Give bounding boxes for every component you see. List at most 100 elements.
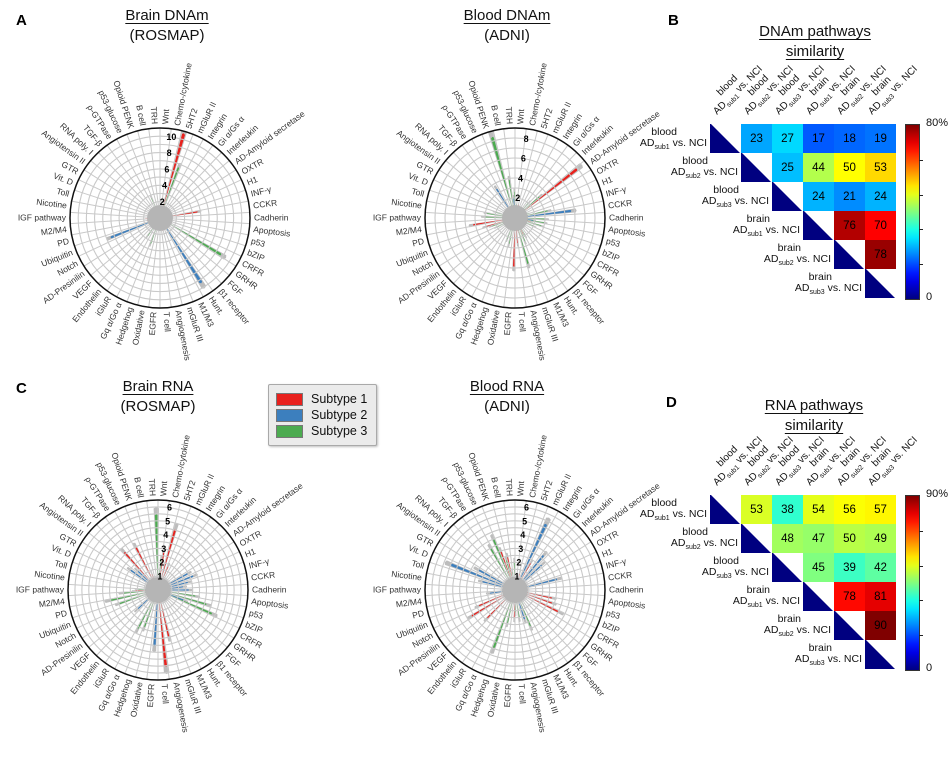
brain-dnam-title: Brain DNAm (ROSMAP): [125, 6, 208, 46]
polar-axis-tick-label: 3: [518, 544, 523, 554]
polar-grid-spoke: [171, 225, 236, 266]
polar-category-label: EGFR: [502, 683, 513, 707]
polar-category-label: H1: [245, 174, 259, 187]
polar-category-label: TRH: [504, 478, 515, 496]
polar-category-label: p53: [250, 236, 266, 249]
polar-axis-tick-label: 4: [162, 181, 167, 191]
heatmap-cell: 42: [865, 553, 896, 582]
legend-item: Subtype 2: [276, 408, 367, 422]
heatmap-label-tissue: blood: [651, 126, 677, 138]
heatmap-cell: 90: [865, 611, 896, 640]
polar-grid-spoke: [434, 552, 504, 585]
dnam-similarity-title: DNAm pathways similarity: [759, 22, 871, 62]
polar-category-label: INF-γ: [248, 556, 271, 571]
blood-dnam-title-line2: (ADNI): [464, 26, 551, 46]
legend-label: Subtype 3: [311, 424, 367, 438]
polar-category-label: EGFR: [147, 311, 158, 335]
polar-category-label: Toll: [411, 186, 426, 199]
polar-category-label: p53: [248, 608, 264, 621]
heatmap-label-tissue: brain: [747, 213, 770, 225]
heatmap-label-tissue: blood: [713, 184, 739, 196]
rna-similarity-title-line1: RNA pathways: [765, 396, 863, 416]
polar-axis-tick-label: 6: [167, 503, 172, 513]
polar-category-label: B cell: [132, 476, 146, 498]
polar-center-disc: [147, 205, 173, 231]
polar-category-label: Wnt: [160, 108, 171, 124]
polar-category-label: IGF pathway: [373, 584, 422, 594]
legend-swatch-subtype1: [276, 393, 303, 406]
heatmap-diagonal-cell: [834, 240, 865, 269]
heatmap-cell: 39: [834, 553, 865, 582]
polar-category-label: EGFR: [502, 311, 513, 335]
polar-category-label: Nicotine: [391, 197, 423, 211]
polar-category-label: IGF pathway: [18, 212, 67, 222]
heatmap-label-tissue: blood: [713, 555, 739, 567]
legend-label: Subtype 1: [311, 392, 367, 406]
polar-category-label: M2/M4: [395, 596, 422, 609]
heatmap-diagonal-cell: [772, 553, 803, 582]
polar-category-label: IGF pathway: [373, 212, 422, 222]
polar-axis-tick-label: 8: [167, 148, 172, 158]
heatmap-cell: 78: [865, 240, 896, 269]
brain-dnam-title-line2: (ROSMAP): [125, 26, 208, 46]
colorbar-tick: [919, 264, 923, 265]
polar-axis-tick-label: 1: [514, 571, 519, 581]
brain-dnam-title-line1: Brain DNAm: [125, 6, 208, 26]
heatmap-colorbar: [905, 495, 920, 671]
heatmap-cell: 23: [741, 124, 772, 153]
polar-category-label: Nicotine: [391, 569, 423, 583]
heatmap-diagonal-cell: [865, 640, 896, 669]
heatmap-cell: 45: [803, 553, 834, 582]
blood-rna-title-line2: (ADNI): [470, 397, 544, 417]
heatmap-diagonal-cell: [741, 153, 772, 182]
heatmap-diagonal-cell: [803, 582, 834, 611]
polar-category-label: B cell: [489, 104, 503, 126]
heatmap-label-tissue: brain: [809, 271, 832, 283]
polar-category-label: PD: [411, 608, 425, 621]
colorbar-min-label: 0: [926, 291, 932, 303]
polar-grid-spoke: [91, 161, 150, 210]
heatmap-label-tissue: brain: [778, 613, 801, 625]
polar-axis-tick-label: 2: [516, 558, 521, 568]
polar-category-label: TRH: [147, 478, 158, 496]
heatmap-cell: 57: [865, 495, 896, 524]
heatmap-label-tissue: blood: [682, 155, 708, 167]
colorbar-tick: [919, 635, 923, 636]
polar-category-label: H1: [243, 546, 257, 559]
polar-category-label: Toll: [56, 186, 71, 199]
polar-category-label: Toll: [411, 558, 426, 571]
polar-axis-tick-label: 6: [164, 164, 169, 174]
heatmap-cell: 44: [803, 153, 834, 182]
blood-dnam-title: Blood DNAm (ADNI): [464, 6, 551, 46]
polar-axis-tick-label: 8: [524, 134, 529, 144]
blood-dnam-title-line1: Blood DNAm: [464, 6, 551, 26]
legend-swatch-subtype2: [276, 409, 303, 422]
polar-category-label: CCKR: [251, 569, 276, 582]
heatmap-cell: 54: [803, 495, 834, 524]
heatmap-cell: 25: [772, 153, 803, 182]
polar-bar-shadow: [488, 131, 515, 218]
polar-category-label: T cell: [160, 683, 171, 704]
heatmap-cell: 24: [865, 182, 896, 211]
polar-axis-tick-label: 5: [522, 516, 527, 526]
heatmap-cell: 53: [865, 153, 896, 182]
polar-category-label: Nicotine: [36, 197, 68, 211]
polar-category-label: TRH: [504, 106, 515, 124]
polar-category-label: Wnt: [158, 480, 169, 496]
heatmap-cell: 50: [834, 153, 865, 182]
heatmap-diagonal-cell: [710, 495, 741, 524]
heatmap-label-tissue: brain: [747, 584, 770, 596]
heatmap-cell: 56: [834, 495, 865, 524]
colorbar-tick: [919, 531, 923, 532]
